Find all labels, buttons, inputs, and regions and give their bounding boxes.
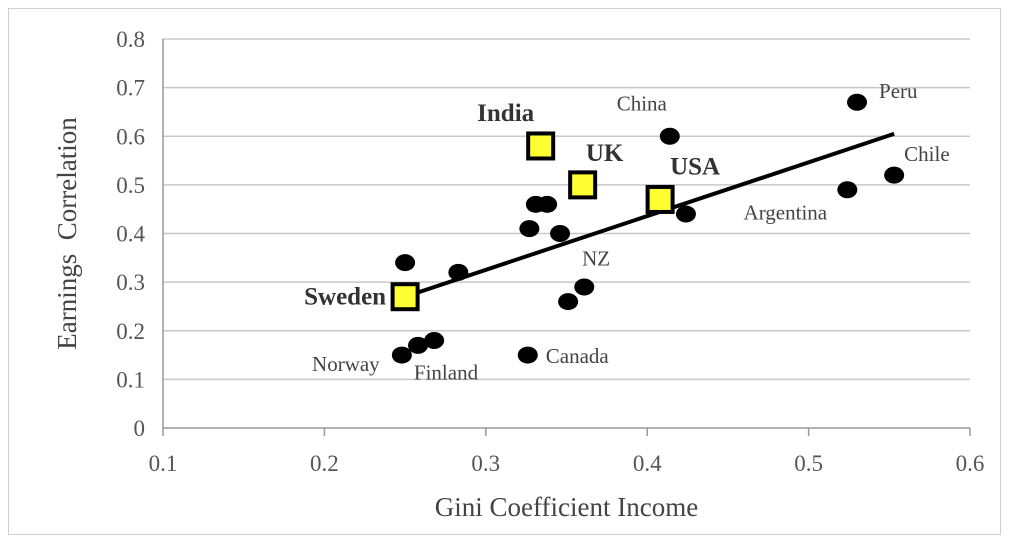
point-label: Norway [312,352,380,376]
x-tick-label: 0.3 [471,451,500,476]
axes [162,39,970,429]
data-point [550,225,571,242]
x-axis-title: Gini Coefficient Income [435,492,698,522]
data-point [675,205,696,223]
y-tick-label: 0 [134,416,146,441]
highlighted-point [645,184,675,214]
data-point [519,220,540,238]
highlighted-label: UK [586,140,624,167]
data-point [424,331,445,349]
point-label: Canada [546,344,610,368]
data-points [390,93,905,364]
y-tick-label: 0.8 [116,27,145,52]
data-point [659,127,680,145]
point-labels: Peru China Chile Argentina NZ Finland Norway Ca… [304,79,950,384]
chart-frame [8,8,1001,535]
point-label: Finland [414,360,479,384]
highlighted-point [526,131,556,161]
highlighted-label: India [477,100,534,127]
data-point [884,166,905,184]
data-point [837,181,858,199]
y-axis-title: Earnings Correlation [52,117,82,350]
x-tick-label: 0.4 [633,451,662,476]
data-point [558,293,579,311]
y-tick-label: 0.3 [116,270,145,295]
x-tick-label: 0.2 [310,451,339,476]
y-tick-label: 0.7 [116,76,145,101]
point-label: Argentina [744,201,828,225]
data-point [391,346,412,364]
point-label: NZ [582,247,610,271]
y-tick-label: 0.6 [116,124,145,149]
data-point [395,254,416,272]
tick-labels: 00.10.20.30.40.50.60.70.80.1 0.2 0.3 0.4 0.5… [116,27,984,476]
point-label: China [617,91,668,115]
highlighted-point [568,170,598,200]
y-tick-label: 0.2 [116,319,145,344]
trend-line [404,131,895,299]
point-label: Chile [904,142,950,166]
highlighted-label: Sweden [304,284,386,311]
data-point [537,195,558,213]
data-point [448,263,469,281]
highlighted-label: USA [670,153,720,180]
y-tick-label: 0.4 [116,222,145,247]
highlighted-point [390,282,420,312]
point-label: Peru [879,79,918,103]
y-tick-label: 0.5 [116,173,145,198]
x-tick-label: 0.5 [794,451,823,476]
data-point [517,346,538,364]
x-tick-label: 0.1 [149,451,178,476]
y-tick-label: 0.1 [116,367,145,392]
data-point [574,278,595,296]
data-point [408,336,429,354]
data-point [847,93,868,111]
x-tick-label: 0.6 [956,451,985,476]
grid-lines [162,38,971,436]
